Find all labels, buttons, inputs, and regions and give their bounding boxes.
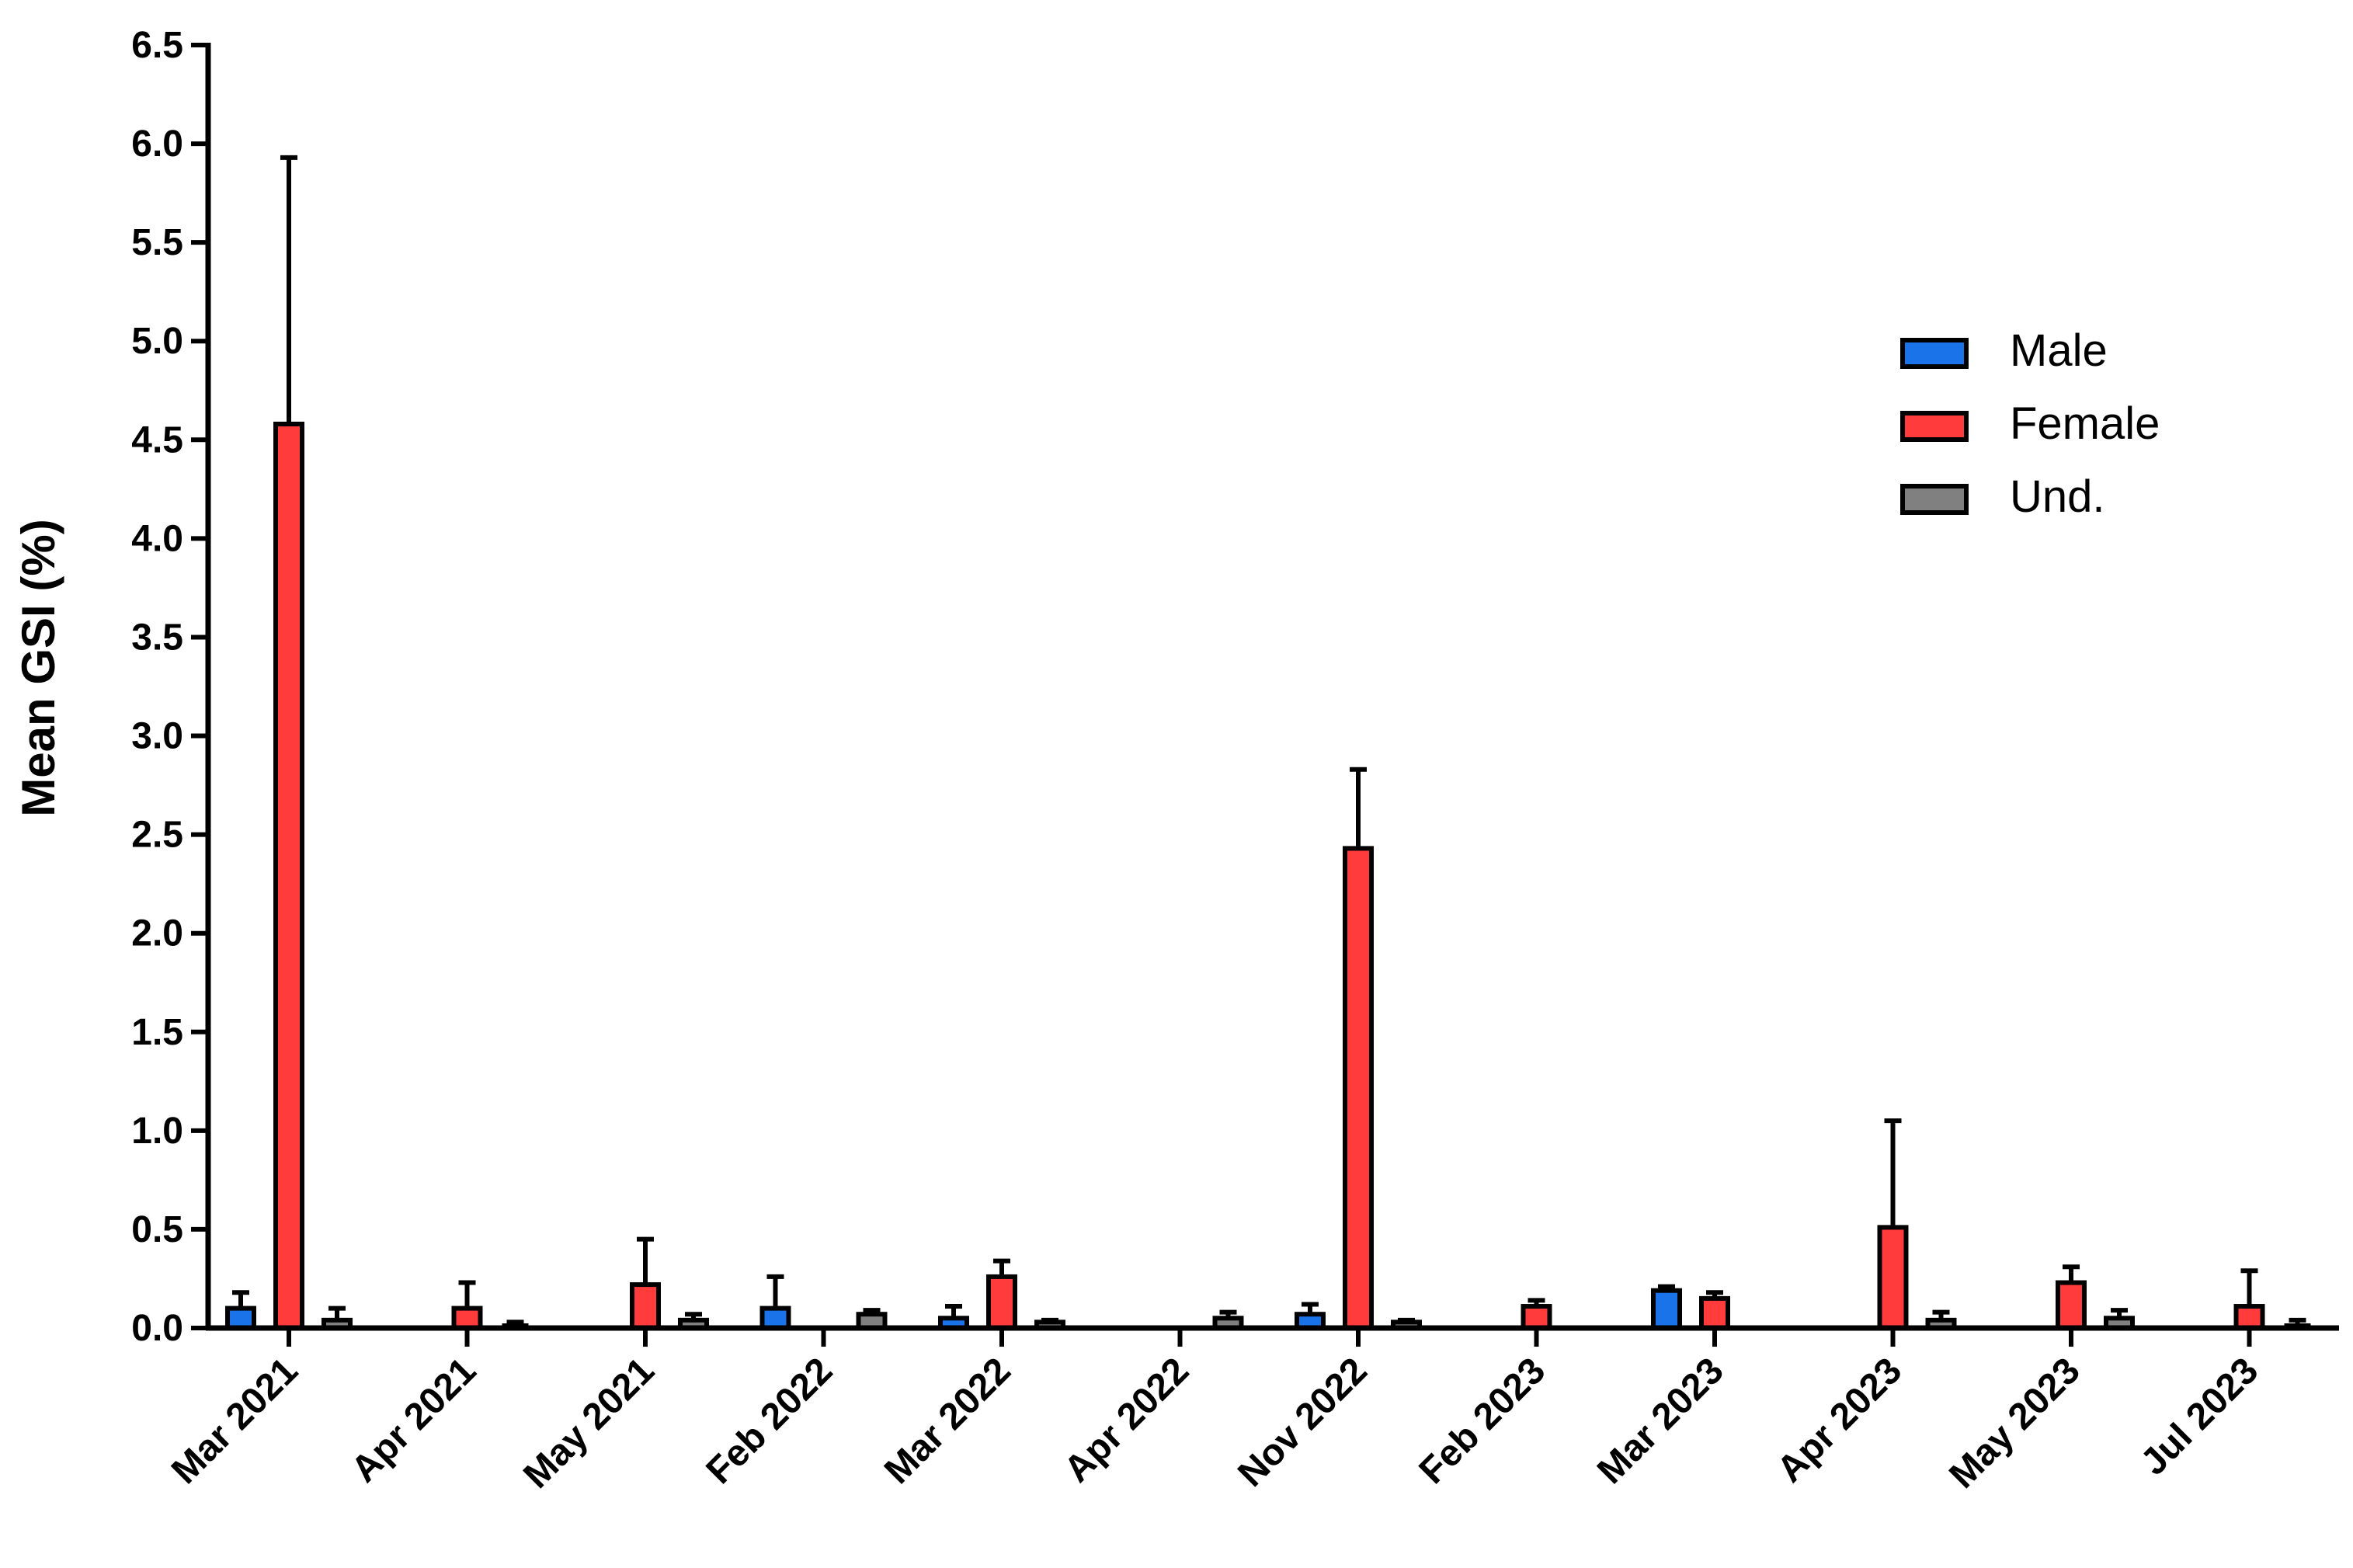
y-tick-label: 5.0 <box>131 321 183 362</box>
bar-male <box>759 1306 791 1330</box>
x-tick-label: Jul 2023 <box>2133 1350 2266 1483</box>
x-tick-label: Apr 2023 <box>1769 1350 1910 1490</box>
x-tick-label: May 2021 <box>516 1350 662 1496</box>
bar-female <box>2056 1280 2087 1330</box>
y-tick-label: 1.0 <box>131 1111 183 1152</box>
bar-female <box>1521 1304 1552 1331</box>
bar-female <box>986 1274 1017 1331</box>
x-tick-label: Mar 2021 <box>164 1350 306 1492</box>
axes-layer: 0.0 0.5 1.0 1.5 2.0 2.5 3.0 3.5 4.0 4.5 5.0 5.5 6.0 6… <box>131 25 2339 1497</box>
legend-label-male: Male <box>2010 325 2108 376</box>
bar-female <box>1877 1225 1909 1331</box>
bars-layer <box>225 155 2311 1331</box>
bar-male <box>225 1306 256 1330</box>
legend-swatch-female <box>1900 411 1969 442</box>
legend-swatch-und <box>1900 484 1969 515</box>
bar-female <box>451 1306 483 1330</box>
y-tick-label: 5.5 <box>131 222 183 263</box>
legend-label-female: Female <box>2010 398 2160 449</box>
y-tick-label: 6.5 <box>131 25 183 66</box>
bar-female <box>630 1282 661 1331</box>
bar-female <box>273 421 304 1331</box>
y-tick-label: 0.5 <box>131 1209 183 1250</box>
bar-female <box>1699 1295 1730 1331</box>
y-axis-title: Mean GSI (%) <box>12 519 64 816</box>
x-tick-label: Mar 2022 <box>877 1350 1019 1492</box>
bar-male <box>1651 1288 1682 1331</box>
y-tick-label: 3.5 <box>131 617 183 658</box>
y-tick-label: 1.5 <box>131 1012 183 1053</box>
y-tick-label: 0.0 <box>131 1308 183 1349</box>
legend: Male Female Und. <box>1900 325 2160 522</box>
y-tick-label: 3.0 <box>131 716 183 757</box>
y-tick-label: 2.5 <box>131 815 183 856</box>
x-tick-label: Apr 2021 <box>343 1350 484 1490</box>
y-tick-label: 6.0 <box>131 123 183 165</box>
x-tick-label: Mar 2023 <box>1590 1350 1732 1492</box>
legend-label-und: Und. <box>2010 471 2105 522</box>
x-tick-label: May 2023 <box>1941 1350 2087 1496</box>
x-tick-label: Feb 2023 <box>1412 1350 1554 1492</box>
y-tick-label: 4.0 <box>131 518 183 559</box>
x-tick-label: Feb 2022 <box>699 1350 841 1492</box>
x-tick-label: Apr 2022 <box>1056 1350 1197 1490</box>
y-tick-label: 2.0 <box>131 913 183 954</box>
x-tick-label: Nov 2022 <box>1230 1350 1375 1495</box>
y-tick-label: 4.5 <box>131 419 183 461</box>
bar-female <box>1343 846 1374 1330</box>
legend-swatch-male <box>1900 338 1969 369</box>
bar-female <box>2233 1304 2265 1331</box>
